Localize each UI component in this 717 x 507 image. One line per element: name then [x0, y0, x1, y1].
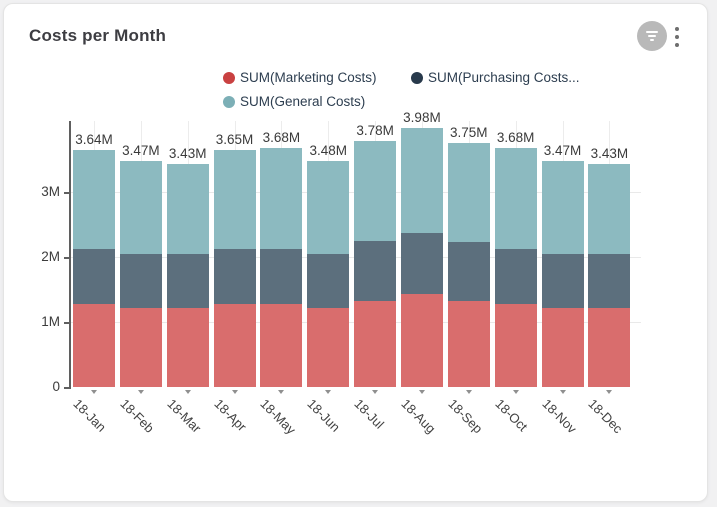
legend-dot-purchasing-costs	[411, 71, 423, 84]
x-axis-tick	[184, 390, 191, 394]
bar-segment-purchasing-costs[interactable]	[166, 254, 209, 309]
bar-segment-purchasing-costs[interactable]	[494, 248, 537, 304]
x-axis-label: 18-Apr	[210, 396, 250, 435]
legend-item-marketing-costs[interactable]: SUM(Marketing Costs)	[223, 70, 377, 85]
bar-segment-general-costs[interactable]	[73, 150, 115, 250]
legend-item-general-costs[interactable]: SUM(General Costs)	[223, 94, 365, 109]
bar-total-label: 3.64M	[75, 132, 113, 148]
bar-segment-marketing-costs[interactable]	[541, 307, 584, 387]
bar-segment-general-costs[interactable]	[166, 164, 209, 255]
legend-label: SUM(General Costs)	[240, 94, 366, 109]
y-axis-tick	[64, 192, 69, 194]
x-axis-label: 18-Aug	[398, 396, 439, 437]
y-axis-tick-label: 1M	[41, 314, 60, 329]
bar-total-label: 3.47M	[122, 143, 160, 159]
bar-segment-general-costs[interactable]	[260, 147, 303, 250]
bar-segment-purchasing-costs[interactable]	[307, 253, 350, 308]
bar-total-label: 3.68M	[496, 129, 535, 145]
bar-segment-marketing-costs[interactable]	[119, 308, 162, 387]
bar-segment-marketing-costs[interactable]	[494, 303, 537, 387]
bar-total-label: 3.75M	[450, 125, 488, 141]
y-axis-tick-label: 3M	[41, 184, 60, 199]
bar-segment-purchasing-costs[interactable]	[447, 242, 490, 301]
y-axis-tick	[64, 257, 69, 259]
legend-label: SUM(Marketing Costs)	[240, 70, 377, 85]
bar-segment-purchasing-costs[interactable]	[400, 232, 443, 295]
bar-total-label: 3.65M	[215, 131, 254, 147]
bar-segment-marketing-costs[interactable]	[588, 308, 631, 387]
x-axis-tick	[231, 390, 238, 394]
x-axis-label: 18-May	[257, 396, 300, 438]
bar-segment-marketing-costs[interactable]	[73, 303, 115, 387]
bar-segment-general-costs[interactable]	[119, 161, 162, 254]
bar-total-label: 3.68M	[262, 129, 301, 145]
filter-button[interactable]	[637, 21, 667, 51]
bar-segment-marketing-costs[interactable]	[354, 300, 397, 387]
y-axis-tick-label: 2M	[41, 249, 60, 264]
legend-item-purchasing-costs[interactable]: SUM(Purchasing Costs...	[411, 70, 580, 85]
x-axis-label: 18-Mar	[164, 396, 204, 436]
bar-segment-purchasing-costs[interactable]	[119, 253, 162, 309]
y-axis-tick	[64, 387, 69, 389]
x-axis-tick	[559, 390, 566, 394]
x-axis-tick	[418, 390, 425, 394]
x-axis-label: 18-Feb	[117, 396, 157, 436]
y-axis-tick	[64, 322, 69, 324]
x-axis-tick	[137, 390, 144, 394]
x-axis-label: 18-Jan	[70, 396, 110, 435]
y-axis-line	[69, 121, 71, 389]
x-axis-label: 18-Nov	[538, 396, 580, 437]
bar-segment-marketing-costs[interactable]	[447, 300, 490, 387]
bar-segment-general-costs[interactable]	[588, 164, 631, 255]
chart-card: Costs per Month SUM(Marketing Costs) SUM…	[3, 3, 708, 502]
bar-segment-general-costs[interactable]	[307, 160, 350, 254]
bar-segment-purchasing-costs[interactable]	[541, 254, 584, 308]
bar-segment-marketing-costs[interactable]	[307, 307, 350, 387]
bar-segment-purchasing-costs[interactable]	[73, 249, 115, 304]
bar-segment-general-costs[interactable]	[447, 143, 490, 243]
legend-label: SUM(Purchasing Costs...	[428, 70, 580, 85]
legend-dot-general-costs	[223, 95, 235, 108]
x-axis-label: 18-Dec	[585, 396, 626, 437]
bar-total-label: 3.48M	[309, 142, 348, 158]
bar-segment-marketing-costs[interactable]	[166, 308, 209, 387]
bar-total-label: 3.98M	[403, 110, 441, 126]
x-axis-label: 18-Oct	[492, 396, 531, 435]
x-axis-label: 18-Jul	[351, 396, 388, 432]
bar-segment-general-costs[interactable]	[354, 141, 397, 242]
legend-dot-marketing-costs	[223, 71, 235, 84]
bar-segment-marketing-costs[interactable]	[400, 294, 443, 387]
bar-segment-marketing-costs[interactable]	[213, 303, 256, 387]
kebab-menu-icon	[675, 27, 679, 47]
filter-icon	[646, 31, 658, 41]
bar-total-label: 3.47M	[543, 143, 582, 159]
bar-segment-marketing-costs[interactable]	[260, 304, 303, 387]
x-axis-label: 18-Jun	[304, 396, 344, 435]
bar-segment-purchasing-costs[interactable]	[588, 254, 631, 309]
page-title: Costs per Month	[29, 26, 167, 45]
bar-segment-purchasing-costs[interactable]	[354, 241, 397, 301]
stacked-bar-chart: 0 1M 2M 3M 3.64M 18-Jan 3.47M 18-Feb 3.43M 18-Mar…	[4, 4, 709, 503]
kebab-menu-button[interactable]	[667, 22, 687, 52]
y-axis-tick-label: 0	[52, 379, 60, 394]
bar-total-label: 3.43M	[590, 146, 629, 162]
bar-segment-general-costs[interactable]	[541, 161, 584, 255]
x-axis-tick	[465, 390, 472, 394]
x-axis-tick	[91, 390, 97, 394]
x-axis-label: 18-Sep	[445, 396, 486, 437]
x-axis-tick	[325, 390, 332, 394]
x-axis-tick	[372, 390, 379, 394]
bar-total-label: 3.78M	[356, 123, 394, 139]
bar-segment-general-costs[interactable]	[400, 128, 443, 233]
x-axis-tick	[606, 390, 613, 394]
bar-segment-purchasing-costs[interactable]	[260, 249, 303, 305]
bar-segment-general-costs[interactable]	[213, 149, 256, 249]
x-axis-tick	[278, 390, 285, 394]
bar-total-label: 3.43M	[168, 146, 207, 162]
bar-segment-general-costs[interactable]	[494, 147, 537, 249]
bar-segment-purchasing-costs[interactable]	[213, 248, 256, 304]
x-axis-tick	[512, 390, 519, 394]
